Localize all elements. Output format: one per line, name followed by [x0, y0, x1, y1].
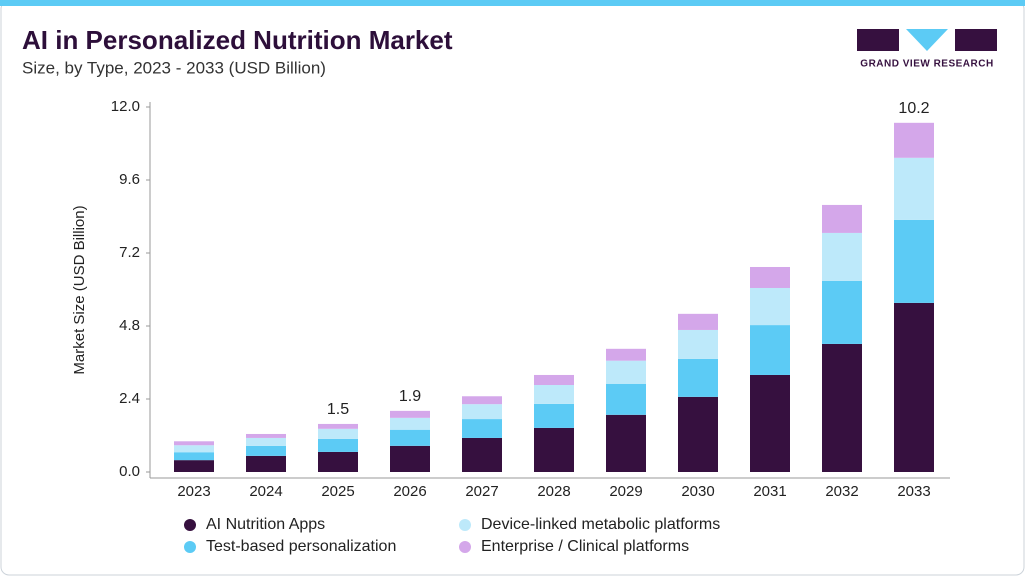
logo-block — [906, 29, 948, 51]
bar-segment — [390, 410, 430, 418]
bar-segment — [894, 157, 934, 220]
y-tick-label: 0.0 — [119, 463, 140, 480]
bar-segment — [606, 414, 646, 472]
bar-segment — [678, 313, 718, 330]
bar-segment — [462, 404, 502, 420]
legend-marker — [459, 519, 471, 531]
bar-segment — [246, 455, 286, 472]
x-tick-label: 2032 — [825, 483, 858, 500]
x-tick-label: 2030 — [681, 483, 714, 500]
y-tick-label: 9.6 — [119, 171, 140, 188]
y-axis-label: Market Size (USD Billion) — [71, 205, 88, 374]
x-tick-label: 2027 — [465, 483, 498, 500]
chart-subtitle: Size, by Type, 2023 - 2033 (USD Billion) — [22, 58, 326, 77]
bar-segment — [174, 452, 214, 461]
y-tick-label: 2.4 — [119, 390, 140, 407]
bar-segment — [822, 204, 862, 233]
bar-segment — [678, 358, 718, 397]
bar-segment — [534, 403, 574, 428]
x-tick-label: 2024 — [249, 483, 282, 500]
legend-label: Device-linked metabolic platforms — [481, 516, 720, 533]
bar-segment — [750, 287, 790, 326]
bar-segment — [534, 374, 574, 386]
bar-segment — [678, 396, 718, 472]
legend-marker — [184, 519, 196, 531]
x-tick-label: 2031 — [753, 483, 786, 500]
legend-label: AI Nutrition Apps — [206, 516, 325, 533]
legend-marker — [184, 541, 196, 553]
bar-segment — [462, 396, 502, 405]
bar-segment — [534, 427, 574, 472]
bar-segment — [606, 360, 646, 384]
bar-segment — [750, 325, 790, 375]
logo-block — [857, 29, 899, 51]
bar-segment — [462, 419, 502, 438]
bar-segment — [390, 445, 430, 472]
x-tick-label: 2029 — [609, 483, 642, 500]
y-tick-label: 12.0 — [111, 98, 140, 115]
bar-segment — [750, 374, 790, 472]
bar-segment — [174, 441, 214, 446]
bar-segment — [390, 429, 430, 446]
x-tick-label: 2033 — [897, 483, 930, 500]
total-label: 1.5 — [327, 401, 349, 418]
bar-segment — [318, 428, 358, 439]
bar-segment — [534, 385, 574, 404]
bar-segment — [318, 438, 358, 452]
bar-segment — [894, 122, 934, 158]
bar-segment — [246, 433, 286, 438]
bar-segment — [606, 383, 646, 415]
total-label: 1.9 — [399, 388, 421, 405]
bar-segment — [390, 417, 430, 430]
bar-segment — [318, 451, 358, 472]
bar-segment — [606, 348, 646, 361]
legend-label: Enterprise / Clinical platforms — [481, 538, 689, 555]
x-tick-label: 2025 — [321, 483, 354, 500]
logo: GRAND VIEW RESEARCH — [857, 29, 997, 70]
bar-segment — [750, 266, 790, 288]
x-tick-label: 2023 — [177, 483, 210, 500]
bar-segment — [822, 232, 862, 281]
bar-segment — [318, 423, 358, 429]
top-strip — [0, 0, 1025, 6]
bar-segment — [894, 219, 934, 303]
x-tick-label: 2028 — [537, 483, 570, 500]
legend-label: Test-based personalization — [206, 538, 396, 555]
y-tick-label: 4.8 — [119, 317, 140, 334]
bar-segment — [174, 445, 214, 453]
bar-segment — [174, 460, 214, 472]
chart-title: AI in Personalized Nutrition Market — [22, 25, 453, 55]
logo-block — [955, 29, 997, 51]
bar-segment — [246, 445, 286, 456]
bar-segment — [822, 280, 862, 344]
legend-marker — [459, 541, 471, 553]
total-label: 10.2 — [898, 100, 929, 117]
bar-segment — [462, 437, 502, 472]
y-tick-label: 7.2 — [119, 244, 140, 261]
x-tick-label: 2026 — [393, 483, 426, 500]
bar-segment — [678, 329, 718, 359]
bar-segment — [822, 343, 862, 472]
logo-text: GRAND VIEW RESEARCH — [860, 59, 993, 70]
bar-segment — [246, 437, 286, 446]
bar-segment — [894, 302, 934, 472]
